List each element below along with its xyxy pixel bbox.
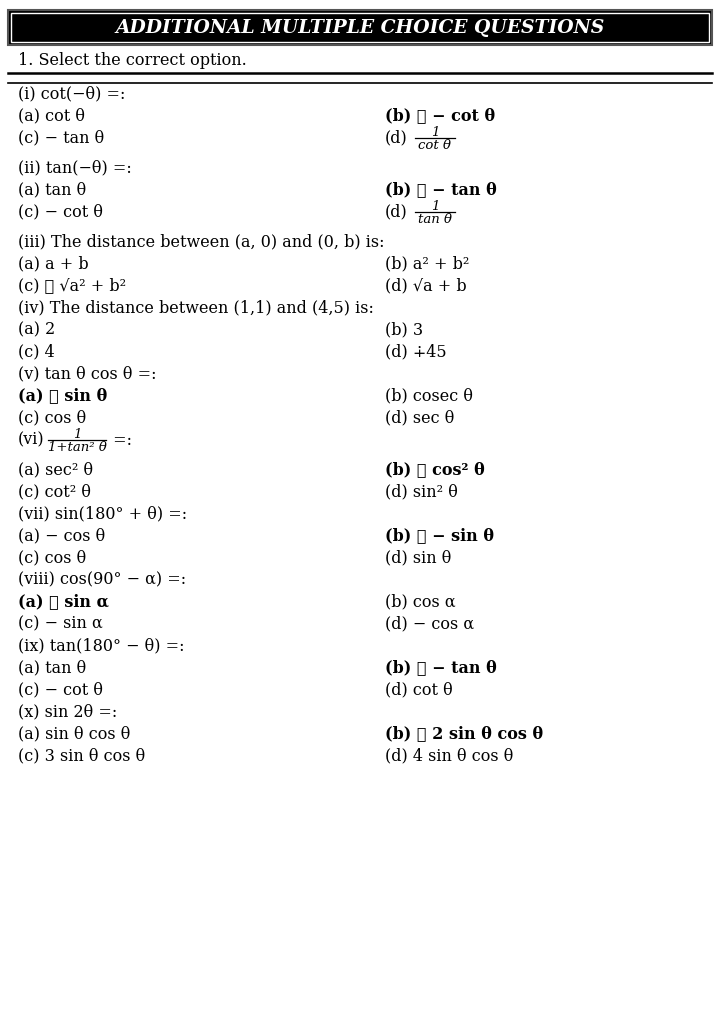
Text: 1+tan² θ: 1+tan² θ	[48, 441, 107, 453]
Text: (b) ✓ − sin θ: (b) ✓ − sin θ	[385, 527, 494, 545]
Text: (vii) sin(180° + θ) =:: (vii) sin(180° + θ) =:	[18, 506, 187, 522]
Text: (a) a + b: (a) a + b	[18, 256, 89, 273]
Text: (a) sin θ cos θ: (a) sin θ cos θ	[18, 726, 130, 742]
Text: (a) ✓ sin θ: (a) ✓ sin θ	[18, 388, 107, 404]
Text: 1. Select the correct option.: 1. Select the correct option.	[18, 52, 247, 68]
Bar	[11, 13, 709, 42]
Text: (iii) The distance between (a, 0) and (0, b) is:: (iii) The distance between (a, 0) and (0…	[18, 233, 384, 250]
Text: (a) tan θ: (a) tan θ	[18, 660, 86, 677]
Text: (a) − cos θ: (a) − cos θ	[18, 527, 105, 545]
Text: (c) 4: (c) 4	[18, 343, 55, 360]
Text: (d): (d)	[385, 204, 408, 221]
Text: (a) 2: (a) 2	[18, 322, 55, 339]
Text: (d) ∔45: (d) ∔45	[385, 343, 446, 360]
Text: (c) − sin α: (c) − sin α	[18, 616, 103, 632]
Text: (b) ✓ 2 sin θ cos θ: (b) ✓ 2 sin θ cos θ	[385, 726, 543, 742]
Text: (d) √a + b: (d) √a + b	[385, 278, 467, 294]
Text: (ix) tan(180° − θ) =:: (ix) tan(180° − θ) =:	[18, 637, 184, 655]
Text: (viii) cos(90° − α) =:: (viii) cos(90° − α) =:	[18, 571, 186, 588]
Text: cot θ: cot θ	[418, 138, 451, 152]
Text: =:: =:	[108, 432, 132, 449]
Text: (v) tan θ cos θ =:: (v) tan θ cos θ =:	[18, 365, 156, 383]
Text: (c) ✓ √a² + b²: (c) ✓ √a² + b²	[18, 278, 126, 294]
Text: (b) cosec θ: (b) cosec θ	[385, 388, 473, 404]
Text: (c) cot² θ: (c) cot² θ	[18, 484, 91, 501]
Text: (vi): (vi)	[18, 432, 45, 449]
Text: (d) − cos α: (d) − cos α	[385, 616, 474, 632]
Text: (d): (d)	[385, 129, 408, 147]
Text: (d) sec θ: (d) sec θ	[385, 409, 454, 427]
Text: (b) ✓ cos² θ: (b) ✓ cos² θ	[385, 461, 485, 478]
Text: (b) a² + b²: (b) a² + b²	[385, 256, 469, 273]
Text: 1: 1	[73, 428, 81, 441]
Text: (i) cot(−θ) =:: (i) cot(−θ) =:	[18, 86, 125, 103]
Text: (b) 3: (b) 3	[385, 322, 423, 339]
Text: (b) cos α: (b) cos α	[385, 593, 456, 611]
Text: (d) 4 sin θ cos θ: (d) 4 sin θ cos θ	[385, 747, 513, 765]
Text: (ii) tan(−θ) =:: (ii) tan(−θ) =:	[18, 160, 132, 176]
Text: (a) ✓ sin α: (a) ✓ sin α	[18, 593, 109, 611]
Text: 1: 1	[431, 125, 439, 138]
Text: (c) 3 sin θ cos θ: (c) 3 sin θ cos θ	[18, 747, 145, 765]
Text: (b) ✓ − tan θ: (b) ✓ − tan θ	[385, 660, 497, 677]
Text: (a) cot θ: (a) cot θ	[18, 108, 85, 124]
Text: (c) cos θ: (c) cos θ	[18, 550, 86, 566]
Text: (x) sin 2θ =:: (x) sin 2θ =:	[18, 703, 117, 721]
Text: (c) − cot θ: (c) − cot θ	[18, 681, 103, 698]
Text: (a) sec² θ: (a) sec² θ	[18, 461, 93, 478]
Text: tan θ: tan θ	[418, 213, 452, 226]
Bar	[8, 10, 712, 45]
Text: 1: 1	[431, 200, 439, 213]
Text: (b) ✓ − tan θ: (b) ✓ − tan θ	[385, 181, 497, 199]
Text: ADDITIONAL MULTIPLE CHOICE QUESTIONS: ADDITIONAL MULTIPLE CHOICE QUESTIONS	[115, 18, 605, 37]
Text: (iv) The distance between (1,1) and (4,5) is:: (iv) The distance between (1,1) and (4,5…	[18, 299, 374, 317]
Text: (c) − tan θ: (c) − tan θ	[18, 129, 104, 147]
Text: (d) sin² θ: (d) sin² θ	[385, 484, 458, 501]
Text: (b) ✓ − cot θ: (b) ✓ − cot θ	[385, 108, 495, 124]
Text: (d) sin θ: (d) sin θ	[385, 550, 451, 566]
Text: (a) tan θ: (a) tan θ	[18, 181, 86, 199]
Text: (c) − cot θ: (c) − cot θ	[18, 204, 103, 221]
Text: (c) cos θ: (c) cos θ	[18, 409, 86, 427]
Text: (d) cot θ: (d) cot θ	[385, 681, 453, 698]
